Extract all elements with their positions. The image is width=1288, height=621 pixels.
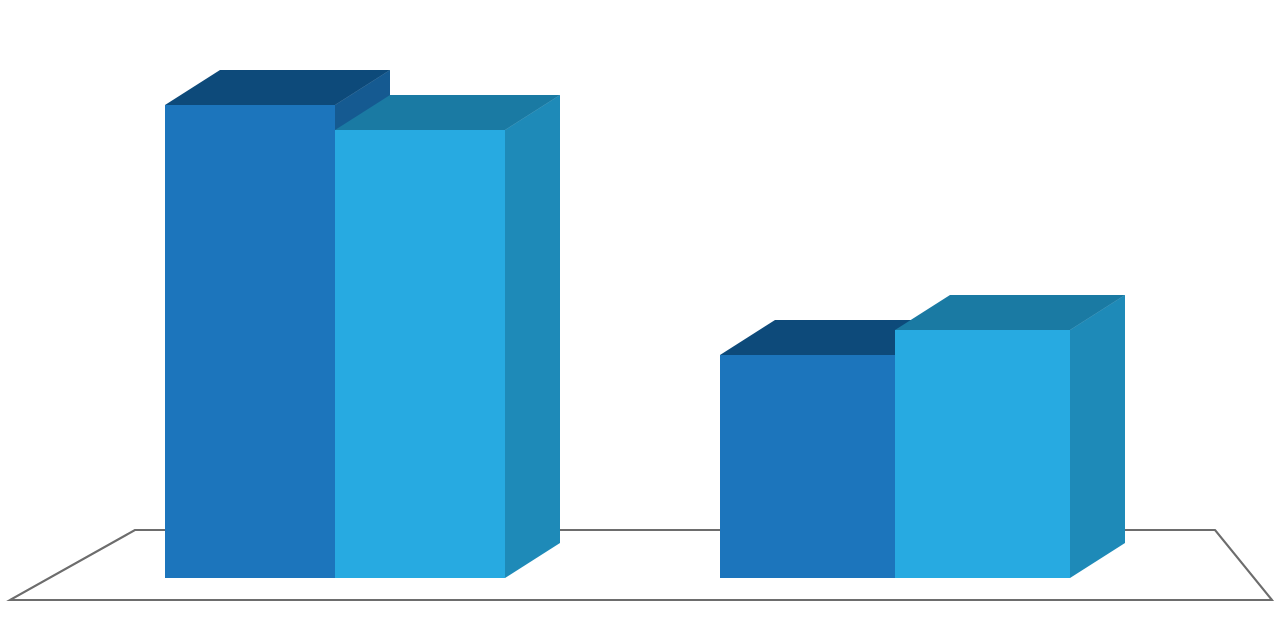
bar-group-1-s1-front (165, 105, 335, 578)
bar-group-2-s2-front (895, 330, 1070, 578)
bar-group-2-s2-side (1070, 295, 1125, 578)
bar-group-2-s1-front (720, 355, 895, 578)
bar-group-1-s2-side (505, 95, 560, 578)
bar-chart-3d (0, 0, 1288, 621)
bar-group-1-s2-front (335, 130, 505, 578)
